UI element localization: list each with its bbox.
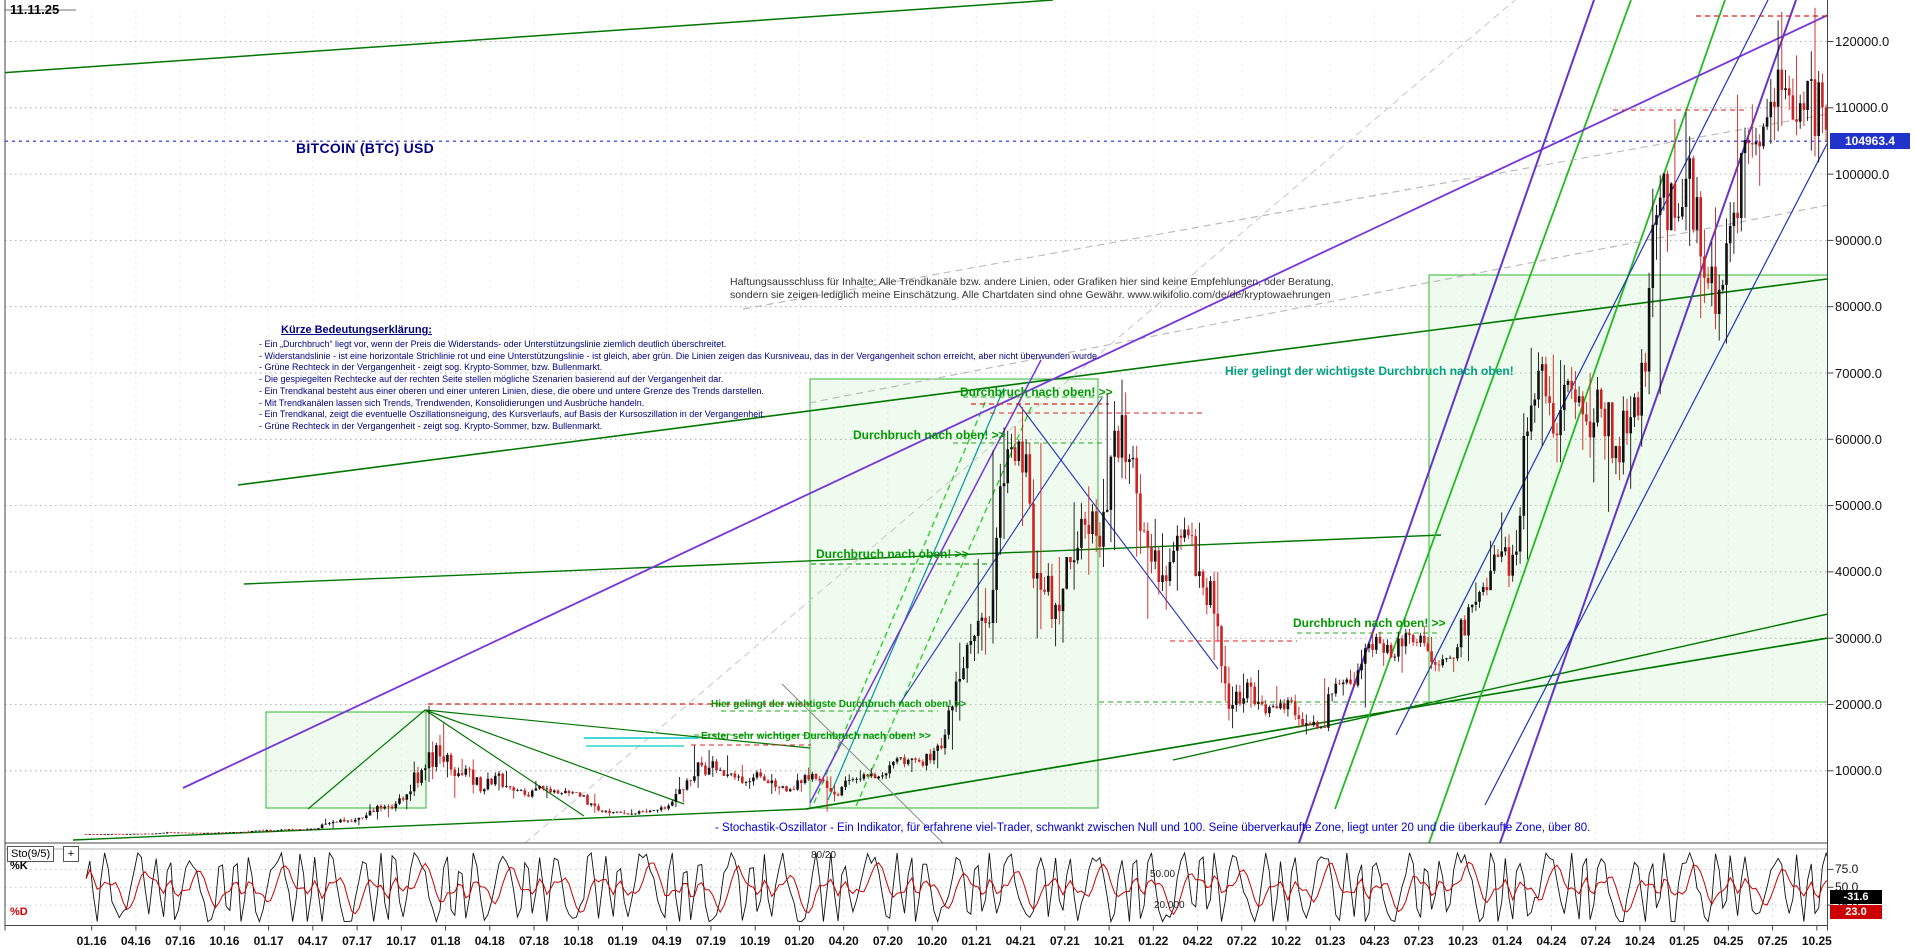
legend-line: - Ein Trendkanal, zeigt die eventuelle O… — [259, 409, 766, 420]
breakout-annotation: Hier gelingt der wichtigste Durchbruch n… — [711, 699, 967, 710]
time-axis-label: 01.24 — [1492, 934, 1523, 948]
breakout-annotation: Durchbruch nach oben! >> — [816, 547, 969, 561]
breakout-annotation: Durchbruch nach oben! >> — [960, 385, 1113, 399]
oscillator-inpanel-label: 80/20 — [811, 850, 837, 861]
stochastic-k-label: %K — [10, 860, 28, 872]
legend-line: - Ein „Durchbruch“ liegt vor, wenn der P… — [259, 339, 727, 349]
legend-block: Kürze Bedeutungserklärung: - Ein „Durchb… — [259, 324, 1099, 433]
date-label: 11.11.25 — [10, 2, 60, 17]
time-axis-label: 07.17 — [342, 934, 373, 948]
oscillator-axis-label: 75.0 — [1835, 862, 1859, 877]
breakout-annotation: Durchbruch nach oben! >> — [1293, 616, 1446, 630]
oscillator-description: - Stochastik-Oszillator - Ein Indikator,… — [715, 822, 1591, 834]
breakout-annotation: Hier gelingt der wichtigste Durchbruch n… — [1225, 364, 1514, 378]
price-axis-label: 120000.0 — [1835, 34, 1890, 49]
time-axis-label: 10.17 — [386, 934, 417, 948]
price-axis-label: 50000.0 — [1835, 498, 1882, 514]
stochastic-k-value-badge: -31.6 — [1830, 890, 1882, 904]
disclaimer-line-1: Haftungsausschluss für Inhalte: Alle Tre… — [730, 276, 1334, 288]
disclaimer-line-2: sondern sie zeigen lediglich meine Einsc… — [730, 288, 1331, 301]
price-axis-label: 90000.0 — [1835, 232, 1882, 248]
price-axis-label: 20000.0 — [1835, 697, 1882, 712]
time-axis-label: 07.23 — [1403, 934, 1434, 948]
time-axis-label: 01.16 — [76, 934, 107, 948]
time-axis-label: 07.25 — [1757, 934, 1788, 948]
time-axis-label: 07.16 — [165, 934, 196, 948]
stochastic-d-value-badge: 23.0 — [1830, 905, 1882, 919]
time-axis-label: 04.20 — [828, 934, 859, 948]
time-axis-label: 10.23 — [1447, 934, 1478, 948]
legend-lines: - Ein „Durchbruch“ liegt vor, wenn der P… — [259, 339, 1099, 433]
legend-line: - Mit Trendkanälen lassen sich Trends, T… — [259, 397, 645, 408]
time-axis-label: 01.19 — [607, 934, 638, 948]
time-axis-label: 01.25 — [1669, 934, 1700, 948]
time-axis-label: 04.19 — [651, 934, 682, 948]
legend-line: - Widerstandslinie - ist eine horizontal… — [259, 350, 1100, 361]
time-axis-label: 04.18 — [474, 934, 505, 948]
time-axis-label: 04.25 — [1713, 934, 1744, 948]
indicator-settings-icon[interactable]: + — [63, 846, 79, 862]
time-axis-label: 07.22 — [1226, 934, 1257, 948]
time-axis-label: 04.23 — [1359, 934, 1390, 948]
price-axis-label: 60000.0 — [1835, 431, 1882, 447]
last-price-badge: 104963.4 — [1830, 133, 1910, 149]
time-axis-label: 01.23 — [1315, 934, 1346, 948]
time-axis-label: 04.17 — [297, 934, 328, 948]
time-axis-label: 01.18 — [430, 934, 461, 948]
oscillator-inpanel-label: 50.00 — [1150, 869, 1176, 880]
oscillator-inpanel-label: 20.000 — [1154, 900, 1185, 911]
time-axis-label: 10.18 — [563, 934, 594, 948]
time-axis-label: 10.25 — [1801, 934, 1832, 948]
time-axis-label: 04.16 — [120, 934, 151, 948]
oscillator-name-label[interactable]: Sto(9/5) — [7, 846, 55, 862]
time-axis-label: 01.20 — [784, 934, 815, 948]
time-axis-label: 01.17 — [253, 934, 284, 948]
time-axis-label: 04.21 — [1005, 934, 1036, 948]
legend-line: - Grüne Rechteck in der Vergangenheit - … — [259, 362, 603, 373]
time-axis-label: 04.24 — [1536, 934, 1567, 948]
time-axis-label: 10.19 — [740, 934, 771, 948]
legend-heading: Kürze Bedeutungserklärung: — [281, 324, 432, 336]
price-axis-label: 100000.0 — [1835, 166, 1890, 182]
time-axis-label: 01.21 — [961, 934, 992, 948]
chart-title: BITCOIN (BTC) USD — [296, 140, 435, 156]
time-axis-label: 10.22 — [1271, 934, 1302, 948]
legend-line: - Grüne Rechteck in der Vergangenheit - … — [259, 420, 603, 431]
price-axis-label: 110000.0 — [1835, 100, 1889, 116]
time-axis-label: 07.24 — [1580, 934, 1611, 948]
time-axis-label: 04.22 — [1182, 934, 1213, 948]
time-axis-label: 07.19 — [695, 934, 726, 948]
legend-line: - Die gespiegelten Rechtecke auf der rec… — [259, 374, 724, 385]
time-axis-label: 07.18 — [519, 934, 550, 948]
price-axis-label: 70000.0 — [1835, 365, 1882, 381]
time-axis-label: 10.20 — [917, 934, 948, 948]
time-axis-label: 10.16 — [209, 934, 240, 948]
stochastic-d-label: %D — [10, 906, 28, 918]
price-axis-label: 40000.0 — [1835, 564, 1882, 580]
legend-line: - Ein Trendkanal besteht aus einer obere… — [259, 385, 764, 396]
time-axis-label: 10.24 — [1624, 934, 1655, 948]
main-plot — [5, 0, 1828, 843]
time-axis-label: 01.22 — [1138, 934, 1169, 948]
breakout-annotation: Durchbruch nach oben! >> — [853, 428, 1006, 442]
breakout-annotation: Erster sehr wichtiger Durchbruch nach ob… — [701, 731, 931, 742]
price-axis-label: 80000.0 — [1835, 299, 1882, 315]
time-axis-label: 07.20 — [872, 934, 903, 948]
time-axis-label: 10.21 — [1094, 934, 1125, 948]
disclaimer: Haftungsausschluss für Inhalte: Alle Tre… — [730, 276, 1334, 301]
oscillator-plot — [5, 850, 1828, 925]
price-axis-label: 30000.0 — [1835, 630, 1882, 646]
price-axis-label: 10000.0 — [1835, 763, 1882, 779]
time-axis-label: 07.21 — [1049, 934, 1080, 948]
